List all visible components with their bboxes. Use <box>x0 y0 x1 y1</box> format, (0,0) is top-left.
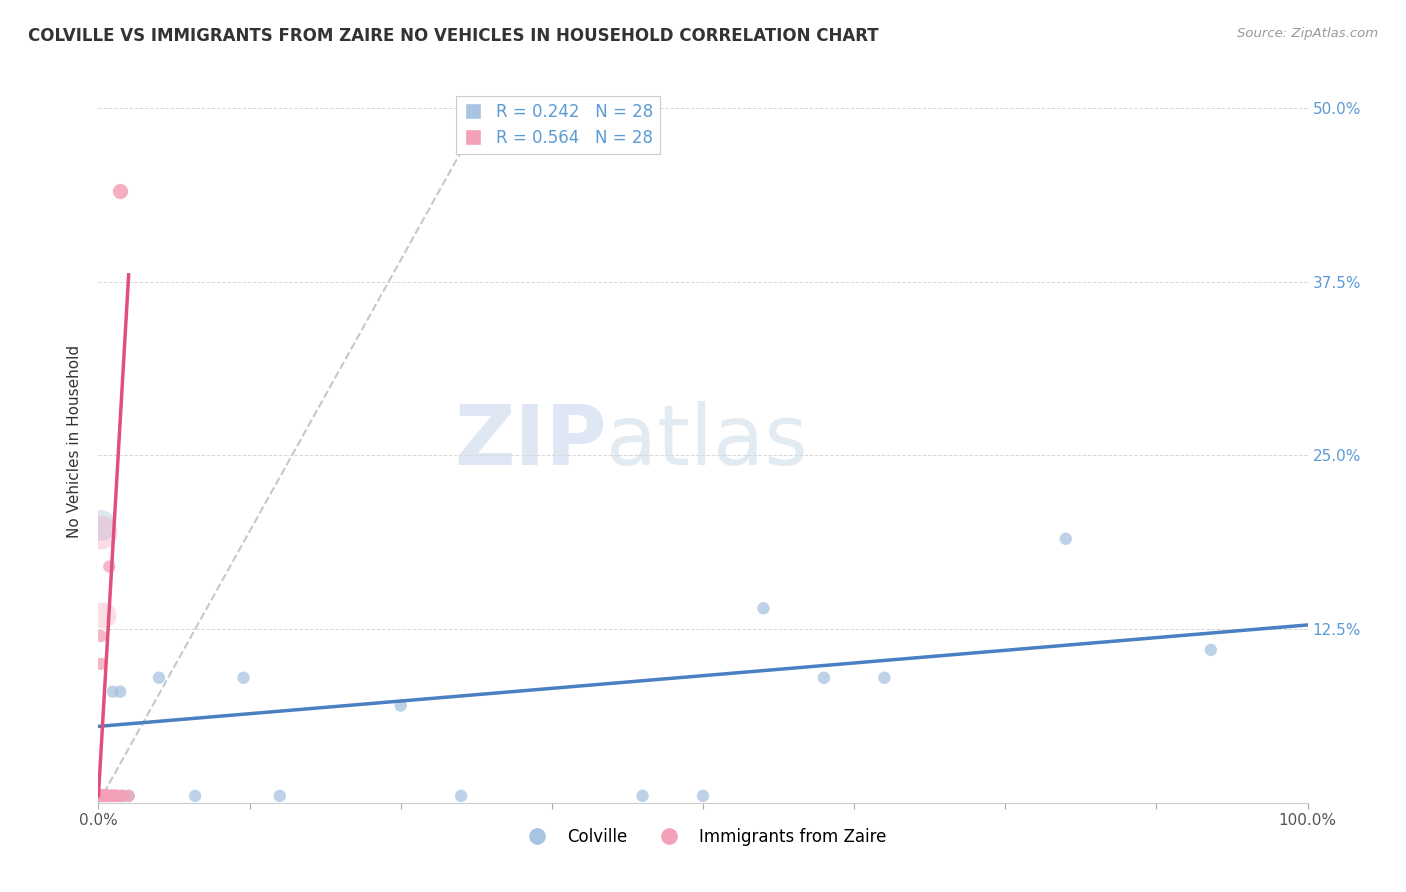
Point <box>91 789 114 803</box>
Point <box>118 789 141 803</box>
Point <box>89 517 111 532</box>
Point <box>89 789 111 803</box>
Point <box>118 789 141 803</box>
Point <box>94 789 117 803</box>
Point <box>96 789 118 803</box>
Point <box>1199 643 1222 657</box>
Point <box>103 789 125 803</box>
Point <box>101 684 124 698</box>
Point <box>97 789 120 803</box>
Point <box>91 789 114 803</box>
Point <box>94 789 117 803</box>
Point <box>105 789 128 803</box>
Point <box>692 789 714 803</box>
Point <box>100 789 122 803</box>
Point <box>89 789 111 803</box>
Point <box>91 789 114 803</box>
Point <box>93 789 115 803</box>
Point <box>813 671 835 685</box>
Point <box>89 789 111 803</box>
Point <box>101 789 124 803</box>
Point <box>450 789 472 803</box>
Point <box>93 789 115 803</box>
Point <box>94 789 117 803</box>
Point <box>90 657 112 671</box>
Point <box>111 789 134 803</box>
Point <box>631 789 654 803</box>
Point <box>103 789 125 803</box>
Point <box>389 698 412 713</box>
Point <box>96 789 118 803</box>
Text: COLVILLE VS IMMIGRANTS FROM ZAIRE NO VEHICLES IN HOUSEHOLD CORRELATION CHART: COLVILLE VS IMMIGRANTS FROM ZAIRE NO VEH… <box>28 27 879 45</box>
Y-axis label: No Vehicles in Household: No Vehicles in Household <box>67 345 83 538</box>
Point <box>184 789 207 803</box>
Point <box>148 671 170 685</box>
Text: atlas: atlas <box>606 401 808 482</box>
Point <box>89 524 111 539</box>
Point <box>91 789 114 803</box>
Point <box>98 559 121 574</box>
Point <box>108 789 131 803</box>
Point <box>96 789 118 803</box>
Text: Source: ZipAtlas.com: Source: ZipAtlas.com <box>1237 27 1378 40</box>
Point <box>90 629 112 643</box>
Point <box>91 789 114 803</box>
Text: ZIP: ZIP <box>454 401 606 482</box>
Point <box>100 789 122 803</box>
Point <box>111 789 134 803</box>
Legend: Colville, Immigrants from Zaire: Colville, Immigrants from Zaire <box>513 821 893 852</box>
Point <box>91 789 114 803</box>
Point <box>232 671 254 685</box>
Point <box>97 789 120 803</box>
Point <box>91 608 114 623</box>
Point <box>873 671 896 685</box>
Point <box>105 789 128 803</box>
Point <box>269 789 291 803</box>
Point <box>90 789 112 803</box>
Point <box>100 789 122 803</box>
Point <box>752 601 775 615</box>
Point <box>108 684 131 698</box>
Point <box>90 789 112 803</box>
Point <box>100 789 122 803</box>
Point <box>89 789 111 803</box>
Point <box>104 789 127 803</box>
Point <box>93 789 115 803</box>
Point <box>108 185 131 199</box>
Point <box>1054 532 1077 546</box>
